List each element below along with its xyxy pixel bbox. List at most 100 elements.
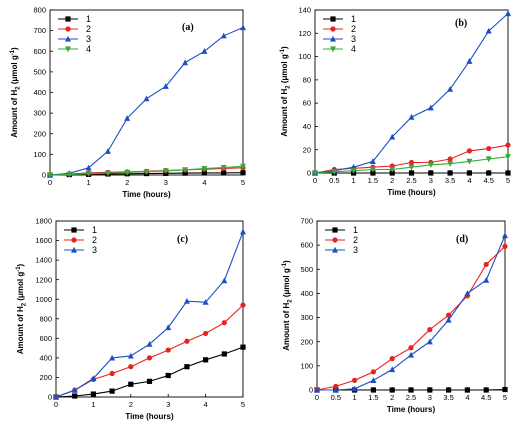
y-tick-label: 200 — [300, 337, 313, 346]
y-tick-label: 140 — [298, 6, 311, 15]
data-point-series-1 — [408, 170, 415, 176]
data-point-series-1 — [184, 364, 190, 370]
data-point-series-3 — [85, 164, 92, 171]
data-point-series-3 — [370, 377, 377, 383]
x-tick-label: 0 — [313, 176, 317, 185]
data-point-series-1 — [240, 344, 246, 350]
x-tick-label: 1.5 — [368, 176, 378, 185]
data-point-series-3 — [447, 85, 454, 92]
data-point-series-4 — [182, 167, 189, 174]
legend-marker-4 — [330, 46, 336, 53]
legend-label-1: 1 — [86, 14, 91, 24]
data-point-series-3 — [408, 351, 414, 358]
data-point-series-3 — [221, 277, 228, 284]
x-tick-label: 1 — [353, 393, 357, 402]
data-point-series-1 — [240, 170, 246, 176]
data-point-series-4 — [408, 164, 415, 171]
data-point-series-2 — [408, 159, 415, 166]
data-point-series-1 — [221, 170, 227, 176]
data-point-series-4 — [312, 170, 318, 177]
y-axis-title: Amount of H2 (μmol g-1) — [16, 263, 28, 354]
y-tick-label: 400 — [39, 353, 52, 362]
data-point-series-3 — [109, 354, 116, 361]
y-tick-label: 500 — [300, 265, 313, 274]
legend-label-4: 4 — [351, 44, 356, 54]
legend-label-3: 3 — [351, 34, 356, 44]
data-point-series-1 — [221, 351, 227, 357]
data-point-series-1 — [128, 381, 134, 387]
x-tick-label: 2 — [390, 393, 394, 402]
data-point-series-2 — [466, 148, 472, 154]
data-point-series-3 — [314, 386, 320, 393]
data-point-series-2 — [128, 364, 134, 370]
x-tick-label: 5 — [241, 400, 245, 409]
x-tick-label: 0 — [54, 400, 58, 409]
data-point-series-3 — [464, 290, 471, 297]
legend-label-2: 2 — [92, 235, 97, 245]
data-point-series-1 — [370, 387, 376, 393]
data-point-series-2 — [505, 142, 511, 148]
data-point-series-3 — [445, 316, 452, 323]
data-point-series-1 — [165, 372, 171, 379]
panel-label: (c) — [177, 234, 188, 245]
data-point-series-1 — [408, 387, 414, 393]
x-tick-label: 3 — [428, 393, 432, 402]
data-point-series-2 — [408, 345, 414, 351]
y-tick-label: 200 — [33, 129, 46, 138]
legend-label-1: 1 — [351, 14, 356, 24]
data-point-series-3 — [426, 338, 433, 345]
data-point-series-2 — [165, 347, 171, 353]
data-point-series-1 — [466, 170, 472, 176]
x-tick-label: 1.5 — [368, 393, 378, 402]
data-point-series-3 — [502, 232, 508, 239]
y-tick-label: 0 — [307, 169, 311, 178]
data-point-series-4 — [201, 166, 208, 172]
data-point-series-1 — [109, 388, 115, 394]
x-tick-label: 2.5 — [406, 393, 416, 402]
data-point-series-1 — [446, 387, 452, 393]
legend-marker-2 — [330, 26, 336, 32]
y-tick-label: 800 — [39, 314, 52, 323]
x-tick-label: 2 — [129, 400, 133, 409]
data-point-series-2 — [203, 330, 209, 337]
y-tick-label: 200 — [39, 373, 52, 382]
legend-marker-4 — [65, 46, 71, 53]
y-tick-label: 0 — [309, 386, 313, 395]
x-axis-title: Time (hours) — [122, 190, 171, 199]
data-point-series-1 — [90, 391, 96, 397]
data-point-series-3 — [427, 104, 434, 111]
data-point-series-3 — [71, 386, 78, 393]
x-tick-label: 1 — [352, 176, 356, 185]
legend-marker-3 — [71, 246, 77, 253]
y-tick-label: 600 — [33, 47, 46, 56]
data-point-series-1 — [483, 387, 489, 393]
x-tick-label: 3.5 — [445, 176, 455, 185]
x-tick-label: 2 — [125, 178, 129, 187]
x-tick-label: 3.5 — [443, 393, 453, 402]
data-point-series-2 — [427, 327, 433, 333]
y-tick-label: 1600 — [35, 236, 52, 245]
y-tick-label: 400 — [300, 289, 313, 298]
data-point-series-3 — [351, 385, 358, 392]
data-point-series-1 — [203, 357, 209, 363]
x-axis-title: Time (hours) — [125, 412, 174, 421]
legend-label-2: 2 — [353, 235, 358, 245]
data-point-series-1 — [72, 393, 78, 399]
x-tick-label: 5 — [503, 393, 507, 402]
data-point-series-4 — [485, 156, 492, 163]
data-point-series-2 — [483, 261, 489, 268]
data-point-series-4 — [47, 172, 53, 179]
data-point-series-4 — [85, 171, 92, 177]
chart-panel-c: 0 1 2 3 4 5020040060080010001200140016001800T… — [16, 217, 246, 421]
data-point-series-2 — [146, 355, 153, 361]
y-axis-title: Amount of H2 (μmol g-1) — [282, 260, 294, 351]
y-axis-title: Amount of H2 (μmol g-1) — [10, 47, 22, 138]
data-point-series-4 — [427, 162, 434, 169]
x-tick-label: 4 — [202, 178, 206, 187]
data-point-series-4 — [389, 166, 396, 173]
y-tick-label: 0 — [48, 393, 52, 402]
x-tick-label: 1 — [91, 400, 95, 409]
y-tick-label: 700 — [300, 217, 313, 226]
